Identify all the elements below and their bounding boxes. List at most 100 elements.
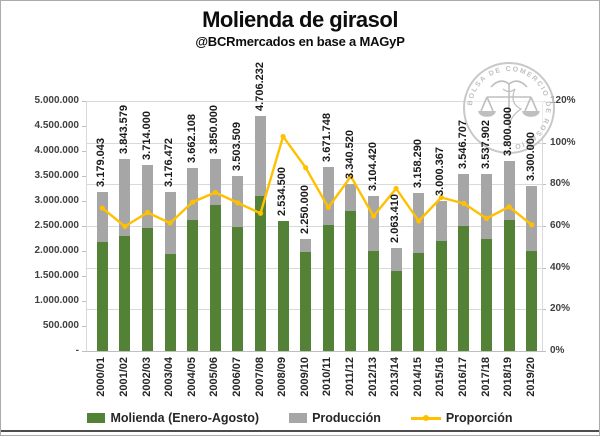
proportion-marker bbox=[348, 173, 354, 180]
y-axis-label-right: 100% bbox=[550, 136, 576, 148]
molienda-bar bbox=[164, 253, 176, 351]
left-axis-tick bbox=[82, 176, 86, 177]
scales-icon bbox=[478, 80, 540, 131]
proportion-marker bbox=[212, 189, 218, 196]
y-axis-label-right: 0% bbox=[550, 345, 565, 356]
chart-title: Molienda de girasol bbox=[202, 7, 398, 32]
legend: Molienda (Enero-Agosto) Producción Propo… bbox=[1, 411, 599, 425]
legend-item-proporcion: Proporción bbox=[410, 411, 513, 425]
proportion-marker bbox=[416, 218, 422, 224]
x-axis-label: 2010/11 bbox=[321, 357, 334, 397]
y-axis-label-left: 1.000.000 bbox=[34, 295, 80, 306]
molienda-swatch-icon bbox=[87, 413, 106, 423]
left-axis-tick bbox=[82, 226, 86, 227]
molienda-bar bbox=[232, 226, 244, 351]
bar-value-label: 3.800.000 bbox=[502, 107, 515, 156]
x-axis-label: 2017/18 bbox=[479, 357, 492, 397]
molienda-bar bbox=[413, 252, 425, 351]
x-axis-label: 2016/17 bbox=[456, 357, 469, 397]
x-axis-label: 2009/10 bbox=[298, 357, 311, 397]
chart-subtitle: @BCRmercados en base a MAGyP bbox=[195, 34, 405, 49]
proportion-marker bbox=[438, 194, 444, 201]
gridline bbox=[86, 309, 542, 311]
x-axis-label: 2007/08 bbox=[253, 357, 266, 397]
bar-value-label: 2.063.410 bbox=[389, 193, 402, 243]
molienda-bar bbox=[322, 224, 334, 351]
proportion-marker bbox=[529, 222, 535, 228]
left-axis-tick bbox=[82, 251, 86, 252]
right-axis-tick bbox=[542, 267, 546, 269]
molienda-bar bbox=[526, 251, 538, 351]
molienda-bar bbox=[142, 227, 153, 351]
y-axis-label-left: - bbox=[75, 345, 79, 356]
left-axis-tick bbox=[82, 126, 86, 127]
molienda-bar bbox=[209, 204, 221, 351]
x-axis-label: 2002/03 bbox=[140, 357, 153, 397]
gridline bbox=[86, 142, 542, 144]
left-axis-tick bbox=[82, 101, 86, 102]
x-axis-label: 2001/02 bbox=[117, 357, 130, 397]
molienda-bar bbox=[345, 211, 357, 351]
y-axis-label-right: 40% bbox=[550, 261, 571, 273]
right-axis-tick bbox=[542, 184, 546, 186]
x-axis-label: 2014/15 bbox=[411, 357, 424, 397]
molienda-bar bbox=[503, 219, 515, 351]
left-axis-tick bbox=[82, 276, 86, 277]
proportion-line bbox=[101, 135, 533, 228]
x-axis-label: 2019/20 bbox=[524, 357, 537, 397]
molienda-bar bbox=[435, 240, 447, 351]
proportion-marker bbox=[122, 223, 128, 230]
x-axis-label: 2005/06 bbox=[208, 357, 221, 397]
left-axis-tick bbox=[82, 301, 86, 302]
left-axis-tick bbox=[82, 351, 86, 352]
x-axis-label: 2013/14 bbox=[389, 357, 402, 397]
gridline bbox=[86, 267, 542, 269]
watermark-seal: BOLSA DE COMERCIO DE ROSARIO bbox=[463, 62, 555, 154]
y-axis-label-left: 2.500.000 bbox=[34, 220, 80, 231]
right-axis-tick bbox=[542, 309, 546, 311]
y-axis-label-left: 3.000.000 bbox=[34, 195, 80, 206]
y-axis-label-left: 2.000.000 bbox=[34, 245, 80, 256]
bar-value-label: 3.158.290 bbox=[411, 139, 424, 189]
molienda-bar bbox=[390, 270, 402, 351]
bar-value-label: 2.250.000 bbox=[298, 184, 311, 234]
right-axis-tick bbox=[542, 101, 546, 102]
y-axis-label-right: 80% bbox=[550, 178, 571, 190]
legend-item-molienda: Molienda (Enero-Agosto) bbox=[87, 411, 259, 425]
y-axis-label-right: 60% bbox=[550, 220, 571, 231]
proportion-marker bbox=[190, 199, 196, 205]
legend-label-molienda: Molienda (Enero-Agosto) bbox=[110, 411, 260, 425]
bottom-border-rule bbox=[1, 430, 599, 432]
y-axis-line bbox=[86, 101, 87, 351]
bar-value-label: 3.176.472 bbox=[163, 138, 176, 188]
y-axis-label-left: 500.000 bbox=[42, 320, 79, 331]
gridline bbox=[86, 184, 542, 186]
proportion-marker bbox=[280, 133, 286, 140]
produccion-swatch-icon bbox=[289, 413, 308, 423]
proportion-marker bbox=[325, 204, 331, 211]
x-axis-label: 2018/19 bbox=[502, 357, 515, 397]
molienda-bar bbox=[255, 195, 266, 351]
legend-item-produccion: Producción bbox=[289, 411, 381, 425]
y-axis-label-left: 5.000.000 bbox=[34, 95, 80, 106]
x-axis-label: 2003/04 bbox=[163, 357, 176, 397]
bar-value-label: 3.340.520 bbox=[343, 130, 356, 179]
legend-label-proporcion: Proporción bbox=[445, 411, 513, 425]
x-axis-label: 2000/01 bbox=[95, 357, 108, 397]
secondary-y-axis-line bbox=[542, 101, 543, 351]
proporcion-swatch-icon bbox=[410, 413, 441, 423]
right-axis-tick bbox=[542, 351, 546, 352]
molienda-bar bbox=[96, 242, 108, 351]
bar-value-label: 3.850.000 bbox=[208, 104, 221, 154]
y-axis-label-right: 20% bbox=[550, 303, 571, 315]
proportion-marker bbox=[257, 210, 264, 216]
bar-value-label: 3.104.420 bbox=[366, 141, 379, 191]
x-axis-label: 2006/07 bbox=[230, 357, 243, 397]
bar-value-label: 3.503.509 bbox=[230, 121, 243, 171]
bar-value-label: 4.706.232 bbox=[253, 61, 266, 111]
proportion-marker bbox=[99, 205, 105, 211]
bar-value-label: 3.714.000 bbox=[140, 111, 153, 161]
proportion-marker bbox=[144, 209, 151, 216]
bar-value-label: 3.537.902 bbox=[479, 120, 492, 170]
right-axis-tick bbox=[542, 142, 546, 144]
